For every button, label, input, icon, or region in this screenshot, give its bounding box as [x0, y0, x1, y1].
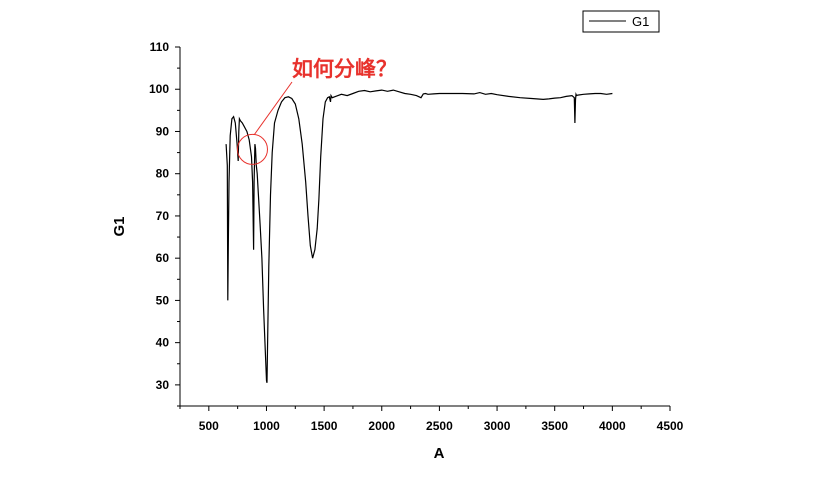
- annotation-circle: [236, 133, 268, 165]
- x-axis-title: A: [434, 445, 445, 462]
- x-tick-label: 4500: [657, 419, 684, 433]
- annotation-text: 如何分峰？: [292, 57, 397, 81]
- x-tick-label: 4000: [599, 419, 626, 433]
- x-tick-label: 1000: [253, 419, 280, 433]
- y-tick-label: 40: [156, 336, 170, 350]
- x-tick-label: 500: [199, 419, 219, 433]
- x-tick-label: 1500: [311, 419, 338, 433]
- y-tick-label: 70: [156, 209, 170, 223]
- y-axis-title: G1: [111, 216, 128, 236]
- x-tick-label: 2000: [368, 419, 395, 433]
- legend-label: G1: [632, 14, 649, 29]
- series-line-g1: [225, 89, 613, 383]
- axes: [179, 47, 670, 407]
- annotation: 如何分峰？: [236, 57, 397, 165]
- y-tick-label: 110: [150, 40, 170, 54]
- x-tick-label: 2500: [426, 419, 453, 433]
- x-tick-label: 3500: [541, 419, 568, 433]
- y-tick-label: 30: [156, 378, 170, 392]
- y-axis-ticks: 30 40 50 60 70 80 90 100 110: [149, 40, 180, 407]
- y-tick-label: 60: [156, 251, 170, 265]
- y-tick-label: 80: [156, 167, 170, 181]
- x-tick-label: 3000: [484, 419, 511, 433]
- annotation-pointer: [254, 81, 293, 135]
- x-axis-ticks: 500 1000 1500 2000 2500 3000 3500 4000 4500: [179, 406, 684, 433]
- y-tick-label: 100: [149, 82, 169, 96]
- y-tick-label: 90: [156, 124, 170, 138]
- legend: G1: [582, 10, 660, 33]
- y-tick-label: 50: [156, 293, 170, 307]
